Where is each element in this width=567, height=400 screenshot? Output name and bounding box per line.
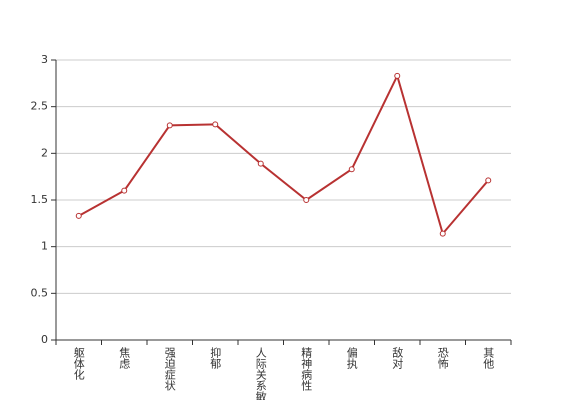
data-point <box>485 177 492 184</box>
y-tick-label: 1 <box>41 240 48 253</box>
y-tick-label: 1.5 <box>31 193 49 206</box>
data-point <box>212 121 219 128</box>
data-point <box>394 72 401 79</box>
data-point <box>75 212 82 219</box>
y-tick-label: 3 <box>41 53 48 66</box>
x-tick-label: 焦虑 <box>118 347 131 369</box>
x-tick-label: 恐怖 <box>436 347 449 369</box>
y-tick-label: 2.5 <box>31 100 49 113</box>
data-point <box>166 122 173 129</box>
x-tick-label: 抑郁 <box>209 346 222 369</box>
data-point <box>439 230 446 237</box>
x-tick-label: 偏执 <box>345 346 358 370</box>
x-tick-label: 躯体化 <box>72 347 85 381</box>
data-point <box>121 187 128 194</box>
x-tick-label: 敌对 <box>391 346 404 369</box>
x-tick-label: 人际关系敏感 <box>254 347 267 400</box>
y-tick-label: 0 <box>41 333 48 346</box>
x-tick-label: 强迫症状 <box>163 347 176 391</box>
data-point <box>257 160 264 167</box>
data-point <box>303 197 310 203</box>
y-tick-label: 0.5 <box>31 286 49 299</box>
x-tick-label: 精神病性 <box>300 347 313 392</box>
data-line <box>78 73 490 236</box>
data-point <box>348 166 355 173</box>
y-tick-label: 2 <box>41 146 48 159</box>
x-tick-label: 其他 <box>482 347 495 369</box>
